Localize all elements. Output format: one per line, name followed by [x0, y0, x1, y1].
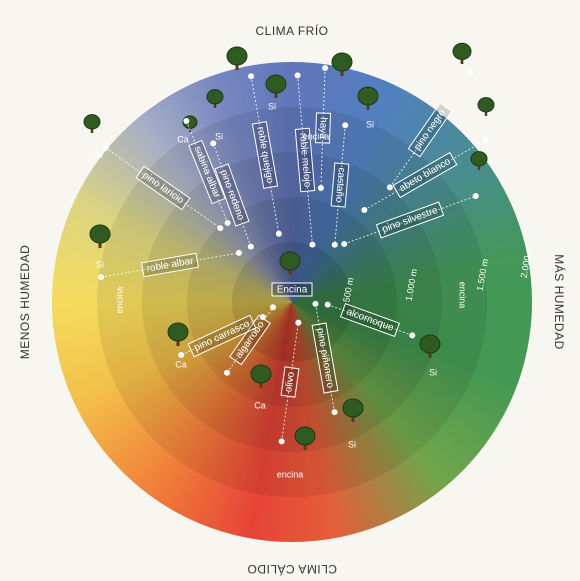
- tree-crown: [420, 335, 440, 353]
- dot: [270, 304, 276, 310]
- dot: [322, 65, 328, 71]
- dot: [387, 184, 393, 190]
- dot: [183, 118, 189, 124]
- dot: [342, 122, 348, 128]
- left-label: MENOS HUMEDAD: [18, 245, 32, 360]
- diagram-overlay: CLIMA FRÍO MENOS HUMEDAD MÁS HUMEDAD CLI…: [0, 0, 580, 581]
- encina-label: encina: [458, 282, 468, 309]
- soil-label: Si: [366, 119, 374, 129]
- bottom-label: CLIMA CÁLIDO: [247, 562, 337, 577]
- dot: [260, 314, 266, 320]
- tree-crown: [471, 152, 487, 166]
- dot: [103, 145, 109, 151]
- tree-crown: [251, 365, 271, 383]
- dot: [361, 207, 367, 213]
- soil-label: Si: [268, 101, 276, 111]
- dot: [309, 242, 315, 248]
- dot: [279, 438, 285, 444]
- tree-crown: [358, 87, 378, 105]
- dot: [473, 193, 479, 199]
- soil-label: Ca: [254, 400, 266, 410]
- diagram: CLIMA FRÍO MENOS HUMEDAD MÁS HUMEDAD CLI…: [0, 0, 580, 581]
- dot: [467, 70, 473, 76]
- soil-label: Si: [215, 131, 223, 141]
- tree-crown: [168, 323, 188, 341]
- tree-crown: [266, 75, 286, 93]
- dot: [295, 72, 301, 78]
- encina-label: encina: [303, 131, 330, 141]
- dot: [217, 225, 223, 231]
- dot: [325, 302, 331, 308]
- soil-label: Ca: [175, 359, 187, 369]
- dot: [312, 301, 318, 307]
- soil-label: Si: [348, 439, 356, 449]
- dot: [483, 137, 489, 143]
- tree-crown: [227, 47, 247, 65]
- dot: [236, 250, 242, 256]
- center-label: Encina: [277, 285, 308, 296]
- soil-label: Ca: [91, 149, 103, 159]
- dot: [248, 244, 254, 250]
- dot: [332, 409, 338, 415]
- dot: [225, 220, 231, 226]
- dot: [332, 242, 338, 248]
- dot: [98, 274, 104, 280]
- encina-label: encina: [277, 469, 304, 479]
- soil-label: Si: [96, 259, 104, 269]
- dot: [409, 332, 415, 338]
- tree-crown: [90, 225, 110, 243]
- tree-crown: [207, 90, 223, 104]
- tree-crown: [84, 115, 100, 129]
- tree-crown: [332, 53, 352, 71]
- top-label: CLIMA FRÍO: [255, 23, 328, 38]
- dot: [318, 185, 324, 191]
- encina-label: encina: [114, 287, 124, 314]
- soil-label: Si: [429, 367, 437, 377]
- right-label: MÁS HUMEDAD: [552, 254, 567, 350]
- dot: [248, 73, 254, 79]
- dot: [295, 320, 301, 326]
- tree-crown: [280, 252, 300, 270]
- tree-crown: [343, 399, 363, 417]
- tree-crown: [478, 98, 494, 112]
- dot: [178, 352, 184, 358]
- dot: [341, 241, 347, 247]
- tree-crown: [295, 427, 315, 445]
- tree-crown: [453, 43, 471, 59]
- dot: [224, 370, 230, 376]
- dot: [276, 231, 282, 237]
- soil-label: Ca: [177, 134, 189, 144]
